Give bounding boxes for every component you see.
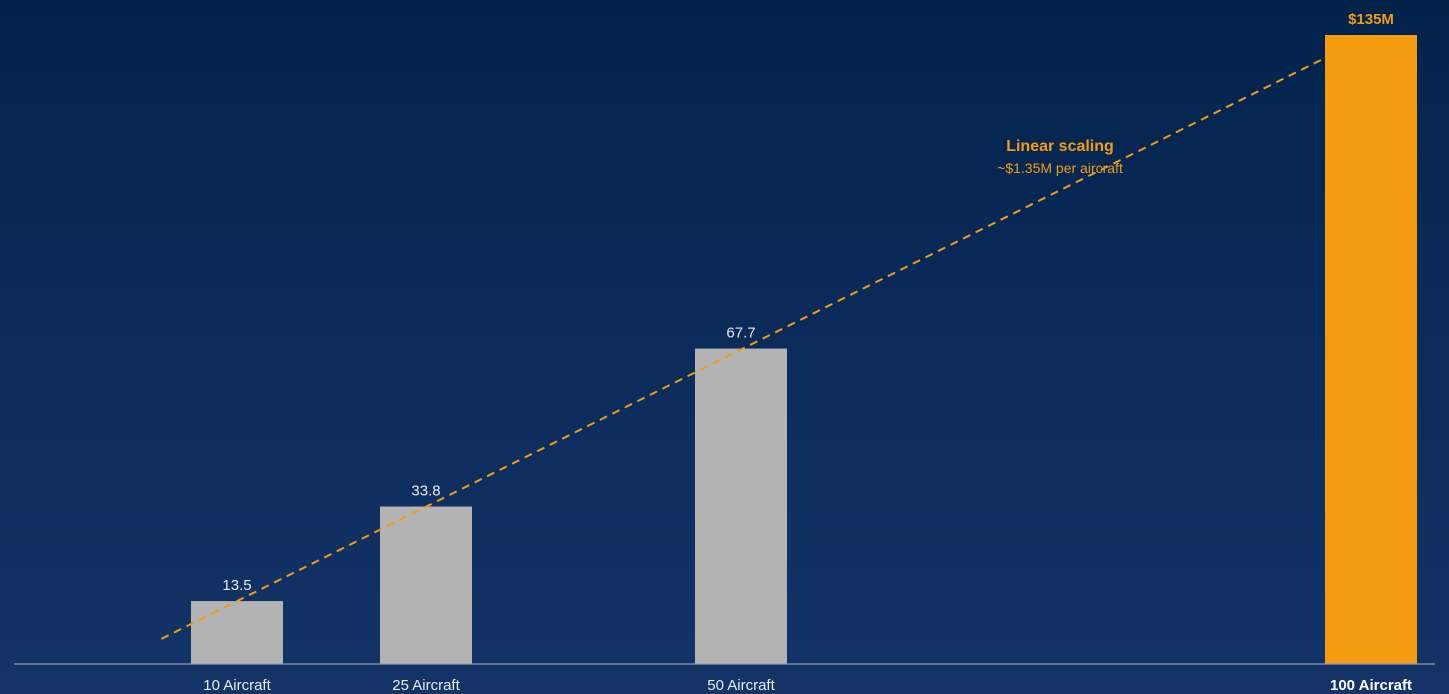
- bar-10-aircraft: [191, 601, 283, 664]
- bar-50-aircraft: [695, 348, 787, 664]
- bars-layer: [191, 35, 1417, 664]
- annotation-subtitle: ~$1.35M per aircraft: [997, 160, 1123, 176]
- annotation-title: Linear scaling: [1006, 138, 1114, 155]
- category-label-25-aircraft: 25 Aircraft: [392, 677, 460, 694]
- labels-layer: 13.5 10 Aircraft 33.8 25 Aircraft 67.7 50 Air…: [203, 11, 1412, 694]
- bar-100-aircraft: [1325, 35, 1417, 664]
- category-label-100-aircraft: 100 Aircraft: [1330, 677, 1412, 694]
- value-label-100-aircraft: $135M: [1348, 11, 1394, 28]
- category-label-10-aircraft: 10 Aircraft: [203, 677, 271, 694]
- value-label-25-aircraft: 33.8: [411, 483, 440, 500]
- linear-scaling-trend-line: [160, 54, 1332, 640]
- value-label-10-aircraft: 13.5: [222, 577, 251, 594]
- category-label-50-aircraft: 50 Aircraft: [707, 677, 775, 694]
- value-label-50-aircraft: 67.7: [726, 325, 755, 342]
- bar-25-aircraft: [380, 506, 472, 664]
